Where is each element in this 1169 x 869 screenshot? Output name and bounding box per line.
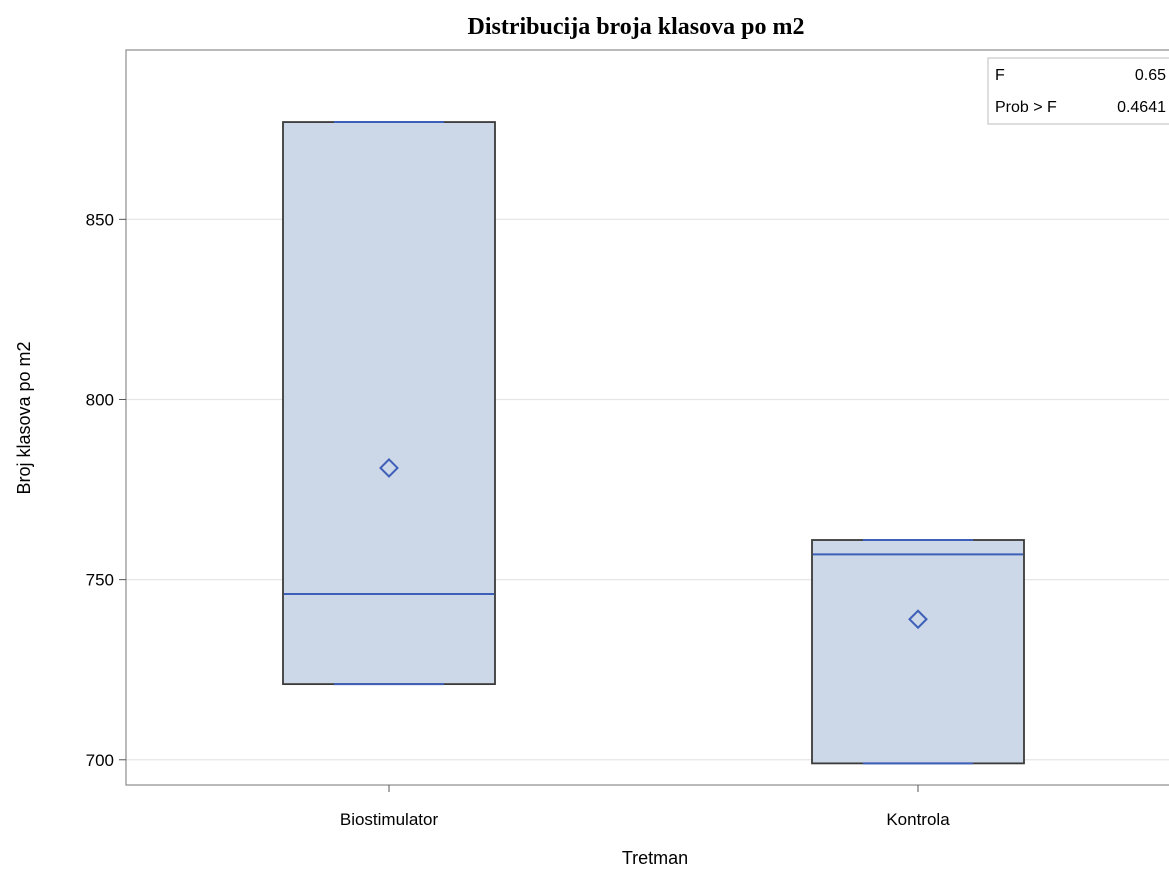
y-tick-label-700: 700 xyxy=(86,751,114,770)
chart-title: Distribucija broja klasova po m2 xyxy=(468,14,805,40)
stats-inset: F 0.65 Prob > F 0.4641 xyxy=(987,57,1169,125)
y-axis-label: Broj klasova po m2 xyxy=(14,341,34,494)
stat-prob-label: Prob > F xyxy=(995,99,1057,116)
stat-f-label: F xyxy=(995,67,1005,84)
x-tick-label-1: Kontrola xyxy=(886,810,950,829)
boxes xyxy=(282,121,1025,765)
box-0 xyxy=(282,121,496,686)
stat-f-value: 0.65 xyxy=(1135,67,1166,84)
x-tick-label-0: Biostimulator xyxy=(340,810,439,829)
y-tick-label-750: 750 xyxy=(86,571,114,590)
box-1 xyxy=(811,539,1025,765)
x-axis-label: Tretman xyxy=(622,848,688,868)
stats-inset-frame xyxy=(987,57,1169,125)
y-tick-label-850: 850 xyxy=(86,210,114,229)
plot-frame xyxy=(125,49,1169,786)
mean-marker-1 xyxy=(908,609,928,630)
x-axis: Biostimulator Kontrola xyxy=(340,785,950,829)
mean-marker-0 xyxy=(379,458,399,478)
y-axis: 700 750 800 850 xyxy=(86,210,126,770)
y-tick-label-800: 800 xyxy=(86,390,114,409)
stat-prob-value: 0.4641 xyxy=(1117,99,1166,116)
